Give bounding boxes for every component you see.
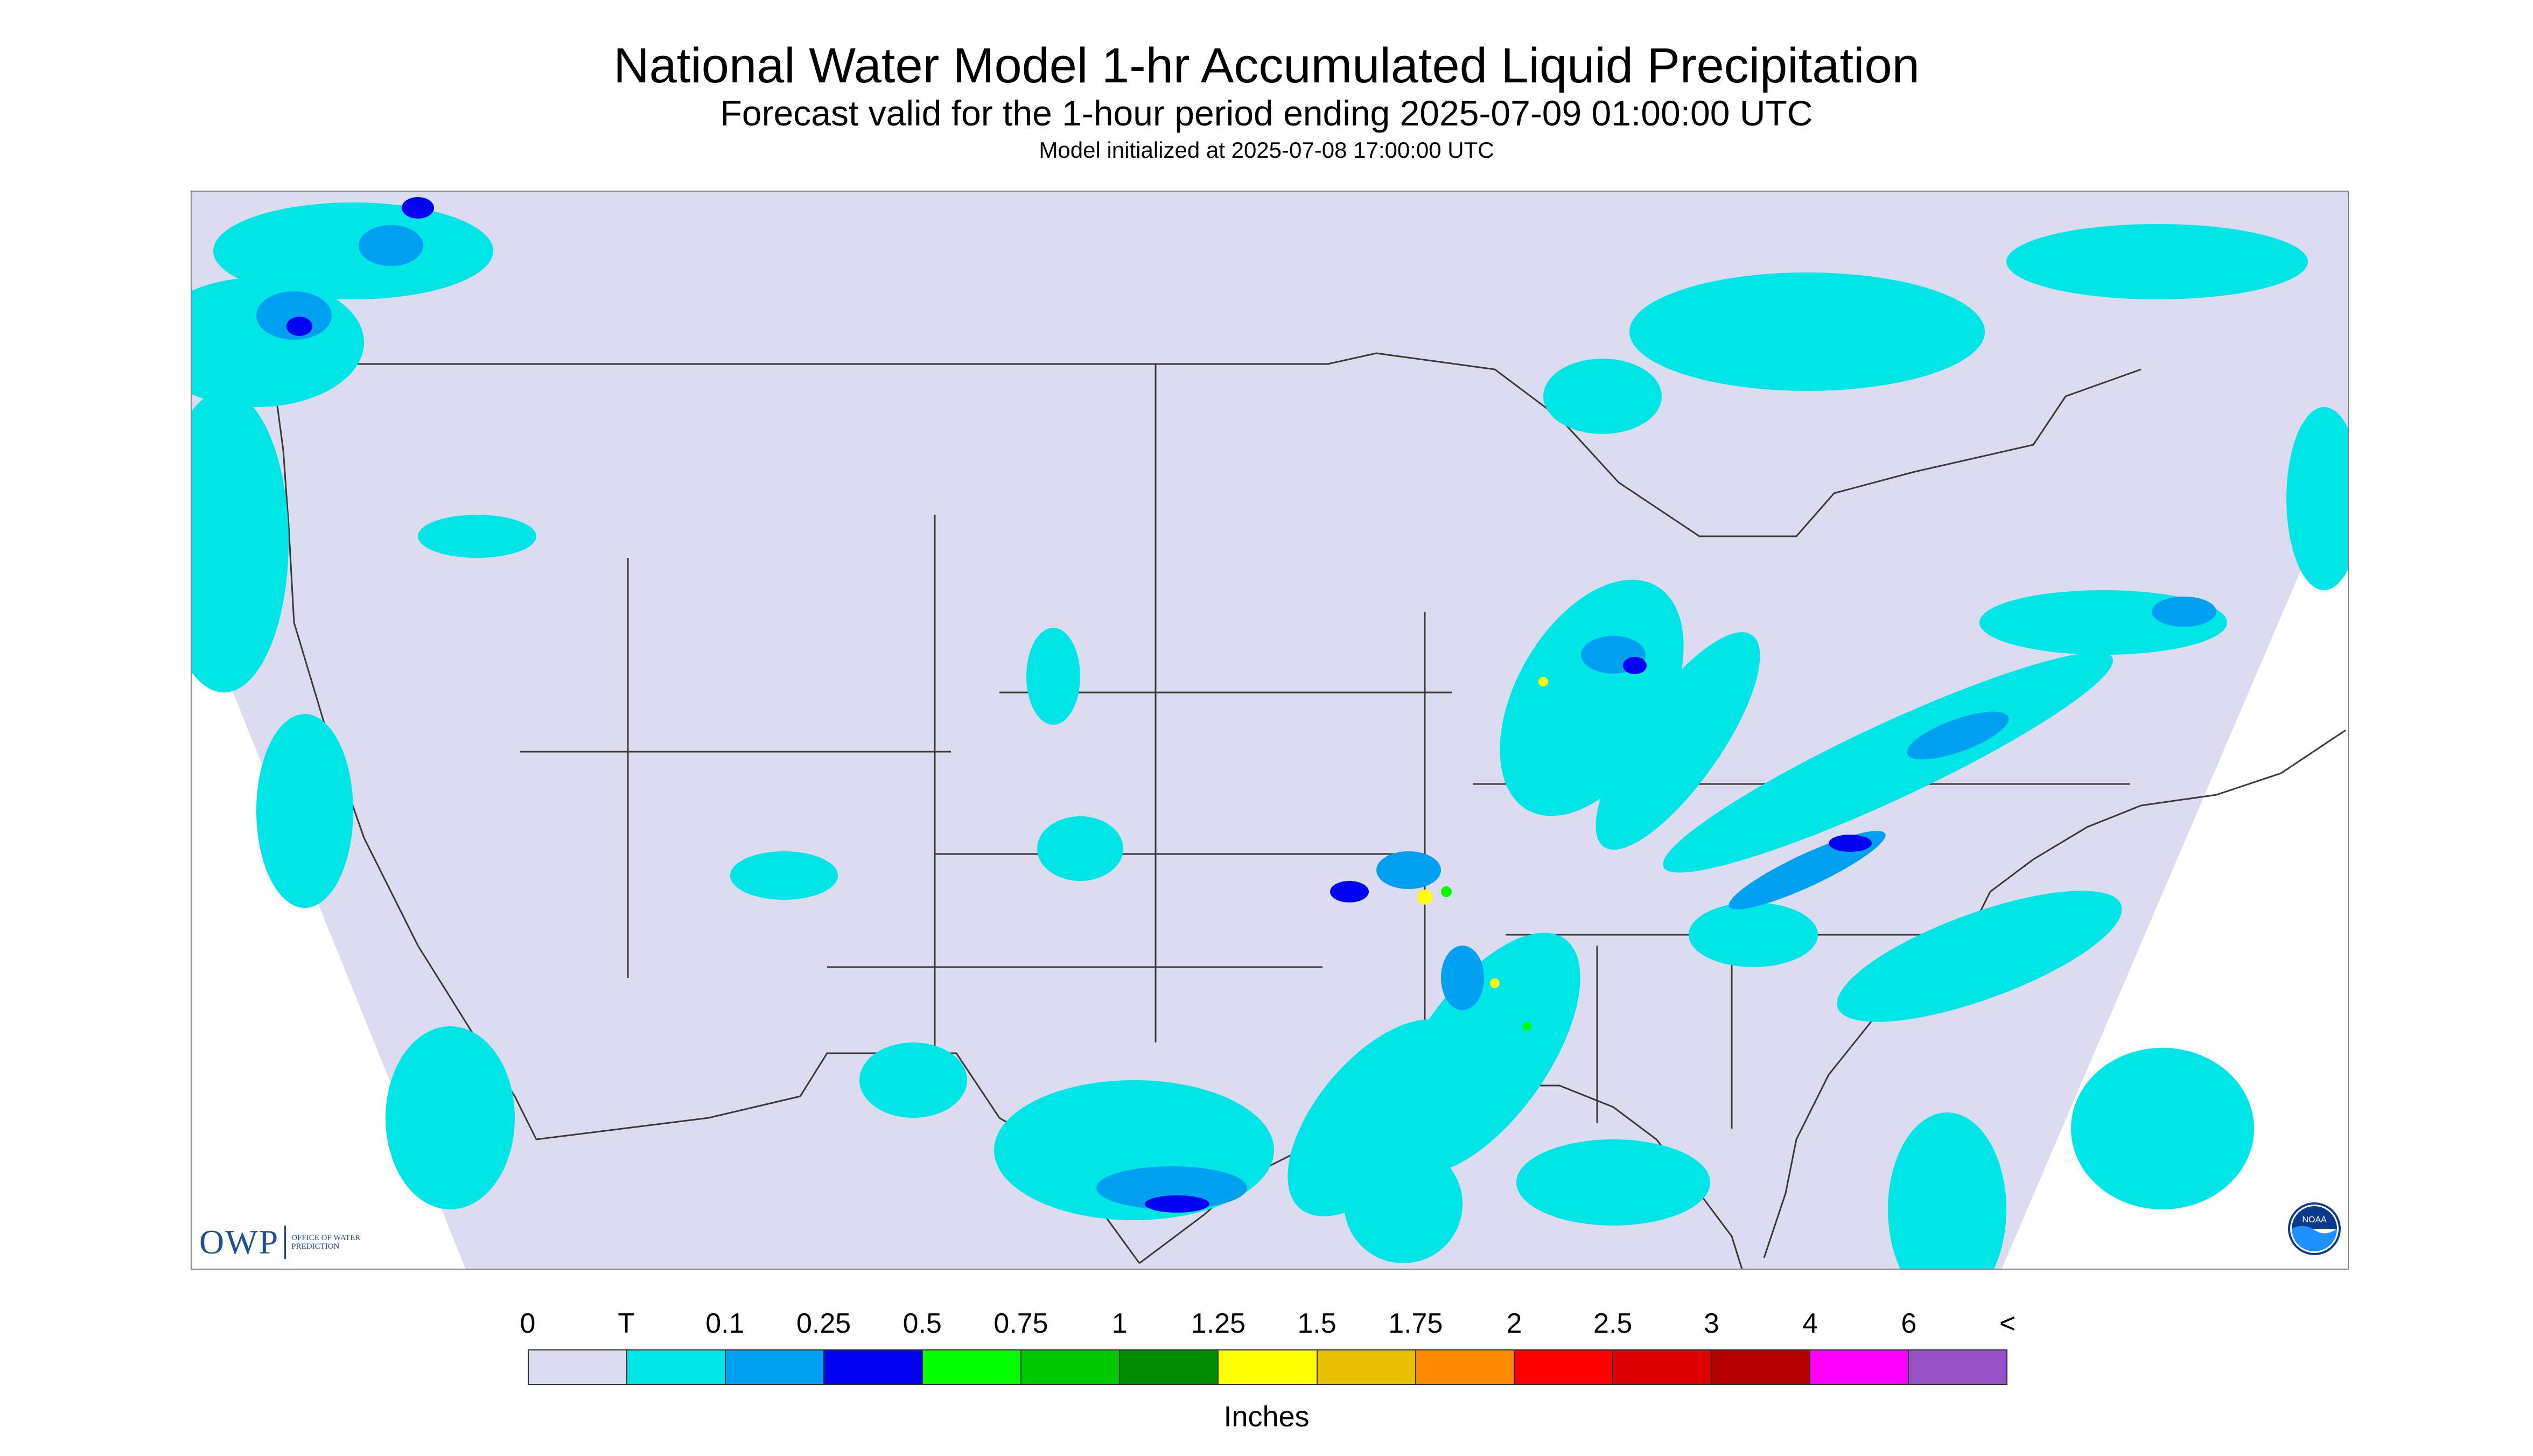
intense-cell xyxy=(1538,677,1548,687)
legend-tick-label: 4 xyxy=(1802,1308,1818,1339)
legend-swatch xyxy=(923,1350,1022,1384)
legend-swatch xyxy=(1416,1350,1515,1384)
legend-tick-label: 6 xyxy=(1901,1308,1917,1339)
legend-tick-label: T xyxy=(618,1308,635,1339)
intense-cell xyxy=(1417,890,1432,905)
precipitation-intense xyxy=(1417,677,1548,1031)
legend-tick-label: 0.75 xyxy=(993,1308,1048,1339)
legend-swatch xyxy=(1021,1350,1121,1384)
legend-color-bar xyxy=(528,1349,2007,1385)
legend-tick-label: 0.5 xyxy=(902,1308,942,1339)
legend-tick-label: 1.5 xyxy=(1297,1308,1337,1339)
us-canada-border xyxy=(289,352,2142,537)
intense-cell xyxy=(1490,978,1500,988)
intense-cell xyxy=(1523,1022,1531,1031)
legend-units-label: Inches xyxy=(1223,1401,1310,1433)
legend-swatch xyxy=(1711,1350,1810,1384)
owp-logo-text: OWP xyxy=(199,1223,279,1261)
legend-tick-label: 3 xyxy=(1703,1308,1719,1339)
legend-tick-label: < xyxy=(1999,1308,2016,1339)
legend-swatch xyxy=(627,1350,726,1384)
legend-tick-label: 0 xyxy=(520,1308,536,1339)
legend-swatch xyxy=(529,1350,628,1384)
model-init-line: Model initialized at 2025-07-08 17:00:00… xyxy=(1039,137,1494,163)
noaa-logo: NOAA xyxy=(2288,1202,2341,1255)
legend-tick-label: 0.25 xyxy=(796,1308,851,1339)
precipitation-heavy xyxy=(286,197,1872,1213)
owp-logo: OWP Office of Water Prediction xyxy=(199,1222,361,1262)
legend-swatch xyxy=(1219,1350,1318,1384)
map-canvas xyxy=(192,192,2348,1269)
precipitation-map xyxy=(191,191,2349,1270)
legend-swatch xyxy=(824,1350,923,1384)
legend-swatch xyxy=(1514,1350,1613,1384)
legend-tick-label: 0.1 xyxy=(705,1308,745,1339)
chart-title: National Water Model 1-hr Accumulated Li… xyxy=(613,38,1920,93)
legend-swatch xyxy=(1908,1350,2006,1384)
legend-swatch xyxy=(726,1350,825,1384)
legend-swatch xyxy=(1613,1350,1712,1384)
legend-swatch xyxy=(1810,1350,1909,1384)
model-domain xyxy=(192,192,2348,1269)
noaa-logo-text: NOAA xyxy=(2302,1215,2327,1224)
owp-logo-subtext: Office of Water Prediction xyxy=(291,1234,361,1251)
owp-logo-divider xyxy=(284,1226,286,1259)
intense-cell xyxy=(1441,886,1452,897)
precipitation-moderate xyxy=(256,225,2216,1209)
legend-tick-label: 1.75 xyxy=(1388,1308,1443,1339)
legend-tick-label: 2 xyxy=(1506,1308,1522,1339)
chart-subtitle: Forecast valid for the 1-hour period end… xyxy=(720,93,1813,133)
legend-tick-label: 2.5 xyxy=(1593,1308,1633,1339)
legend-swatch xyxy=(1120,1350,1219,1384)
legend-tick-label: 1 xyxy=(1111,1308,1128,1339)
legend-swatch xyxy=(1317,1350,1416,1384)
legend-tick-label: 1.25 xyxy=(1191,1308,1245,1339)
